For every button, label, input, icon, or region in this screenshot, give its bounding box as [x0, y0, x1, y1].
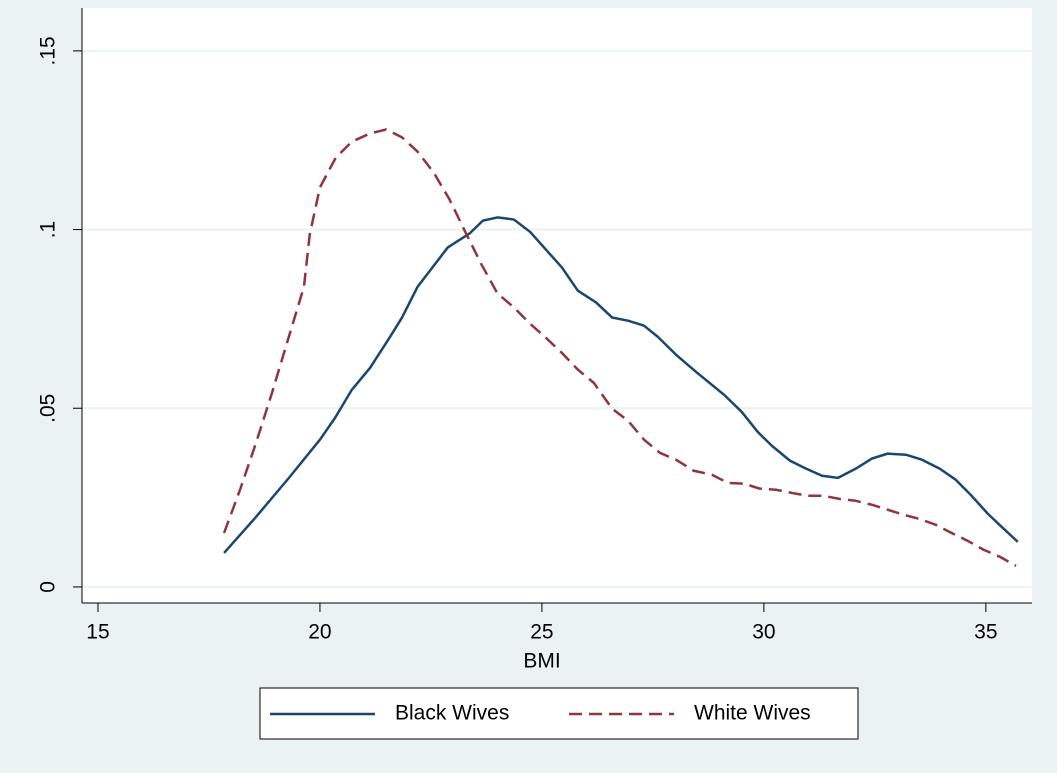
y-tick-label: .15	[37, 36, 60, 65]
x-tick-label: 15	[86, 621, 109, 644]
legend-label: White Wives	[694, 702, 811, 725]
legend-label: Black Wives	[395, 702, 509, 725]
y-tick-label: .1	[37, 221, 60, 239]
series-line	[223, 216, 1019, 554]
y-tick-label: .05	[37, 394, 60, 423]
series-line	[222, 128, 1017, 567]
x-tick-label: 30	[752, 621, 775, 644]
x-tick-label: 25	[530, 621, 553, 644]
x-axis-label: BMI	[523, 650, 560, 673]
y-tick-label: 0	[37, 581, 60, 593]
x-tick-label: 20	[308, 621, 331, 644]
plot-area	[82, 8, 1032, 603]
x-tick-label: 35	[974, 621, 997, 644]
legend: Black Wives White Wives	[259, 687, 859, 740]
